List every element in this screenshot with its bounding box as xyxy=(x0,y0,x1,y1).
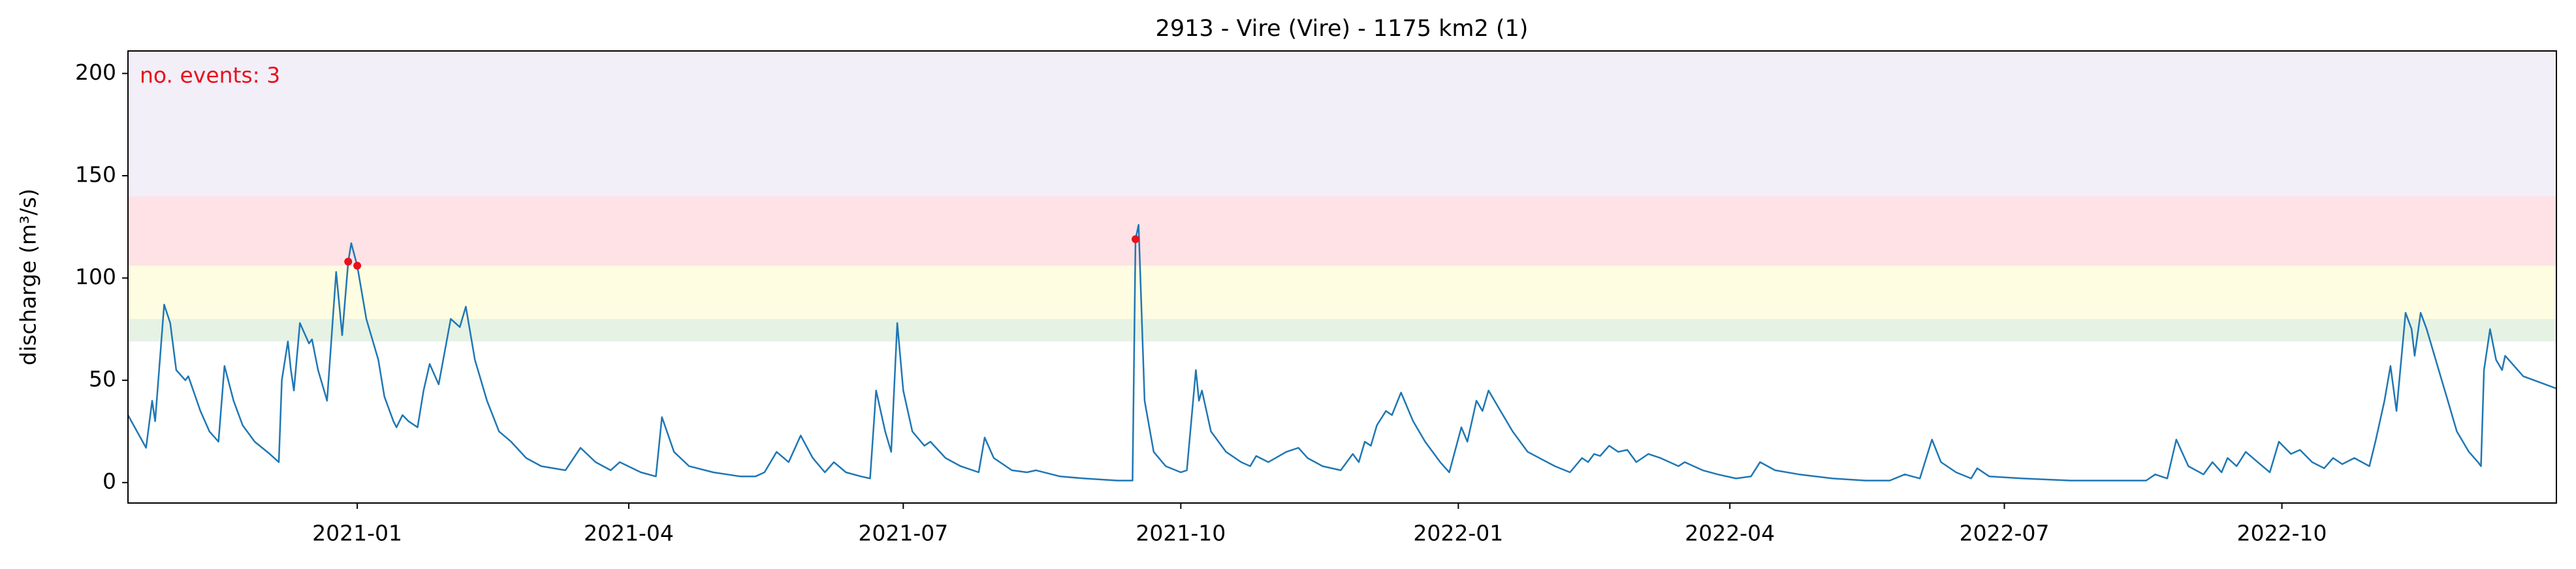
threshold-band xyxy=(128,196,2556,266)
x-tick-label: 2022-10 xyxy=(2237,521,2327,546)
x-tick-label: 2021-10 xyxy=(1136,521,1226,546)
x-tick-label: 2022-01 xyxy=(1413,521,1503,546)
discharge-line xyxy=(128,223,2556,481)
event-point xyxy=(344,257,353,266)
plot-layer: 0 50 100 150 200 2021-01 2021-04 2021-07 2021-10… xyxy=(75,50,2557,546)
x-tick-label: 2021-04 xyxy=(584,521,674,546)
threshold-band xyxy=(128,265,2556,319)
x-tick-label: 2021-01 xyxy=(312,521,402,546)
y-tick-label: 150 xyxy=(75,162,116,187)
annotation: no. events: 3 xyxy=(140,63,280,88)
threshold-band xyxy=(128,319,2556,342)
y-tick-label: 200 xyxy=(75,59,116,85)
y-tick-label: 100 xyxy=(75,264,116,289)
y-tick-label: 0 xyxy=(103,468,116,494)
threshold-band xyxy=(128,51,2556,197)
event-point xyxy=(353,261,362,270)
x-tick-label: 2022-07 xyxy=(1960,521,2050,546)
y-tick-label: 50 xyxy=(89,366,116,392)
plot-area xyxy=(128,51,2556,481)
x-tick-label: 2022-04 xyxy=(1685,521,1775,546)
x-tick-label: 2021-07 xyxy=(858,521,948,546)
event-point xyxy=(1132,235,1140,244)
axes-frame xyxy=(127,50,2557,504)
y-axis-label: discharge (m³/s) xyxy=(16,189,41,366)
chart-title: 2913 - Vire (Vire) - 1175 km2 (1) xyxy=(1156,16,1529,42)
